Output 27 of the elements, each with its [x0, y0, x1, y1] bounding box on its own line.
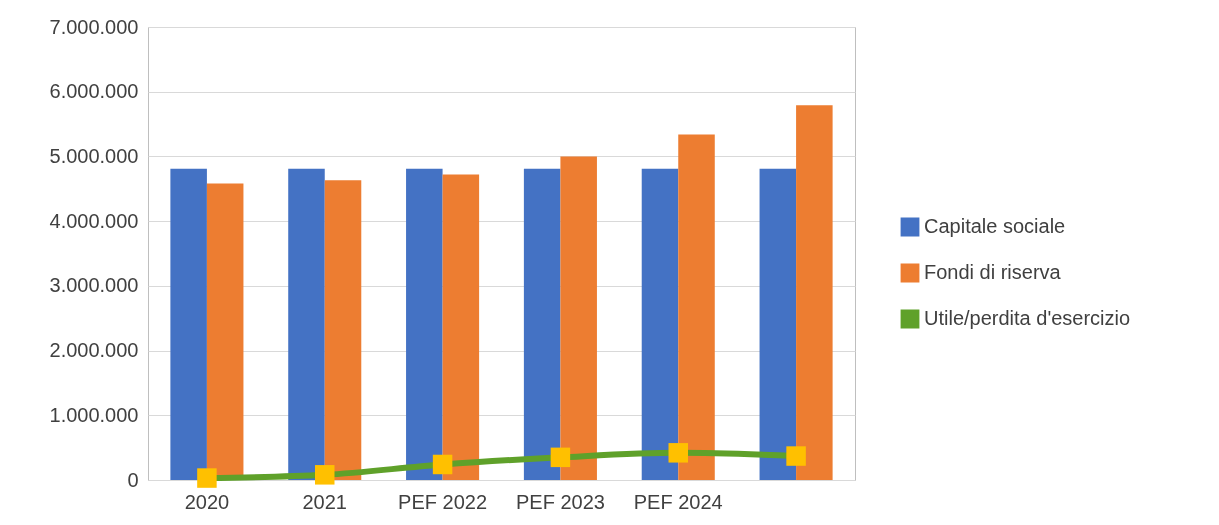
y-tick-label: 1.000.000: [49, 403, 139, 426]
y-tick-label: 2.000.000: [49, 339, 139, 362]
y-tick-label: 4.000.000: [49, 209, 139, 232]
legend-label: Utile/perdita d'esercizio: [924, 307, 1131, 329]
bar: [523, 168, 561, 480]
x-tick-label: PEF 2024: [633, 490, 723, 513]
bar: [678, 134, 715, 480]
bar: [796, 105, 833, 480]
legend-label: Capitale sociale: [924, 215, 1066, 237]
y-tick-label: 3.000.000: [49, 274, 139, 297]
bar: [324, 180, 362, 480]
x-tick-label: 2021: [302, 490, 347, 513]
bar: [641, 168, 679, 480]
legend-label: Fondi di riserva: [924, 261, 1062, 283]
y-tick-label: 0: [127, 468, 139, 491]
bar: [406, 168, 443, 480]
bar: [442, 174, 480, 480]
bar: [288, 168, 325, 480]
x-tick-label: 2020: [184, 490, 230, 513]
bar: [560, 156, 597, 480]
bar: [759, 168, 797, 480]
y-tick-label: 6.000.000: [49, 80, 139, 103]
y-tick-label: 5.000.000: [49, 144, 139, 167]
y-tick-label: 7.000.000: [49, 15, 139, 38]
x-tick-label: PEF 2023: [515, 490, 605, 513]
x-tick-label: PEF 2022: [398, 490, 488, 513]
bar: [170, 168, 207, 480]
